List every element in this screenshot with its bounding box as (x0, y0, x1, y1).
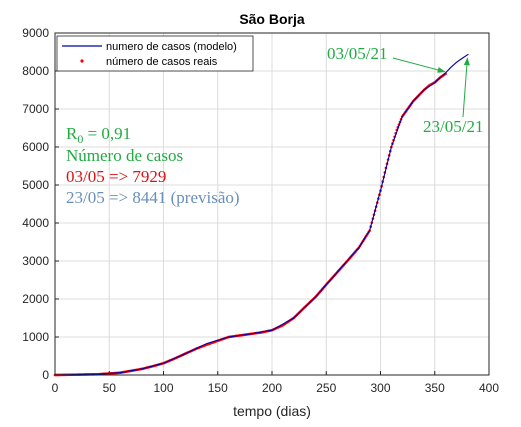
r0-symbol: R (66, 124, 78, 143)
x-tick-label: 0 (52, 381, 59, 395)
legend-label-real: número de casos reais (106, 56, 218, 68)
legend-box (56, 35, 254, 72)
x-axis-label: tempo (dias) (233, 403, 311, 419)
annotation-arrow-2305 (462, 57, 470, 118)
r0-subscript: 0 (77, 132, 83, 146)
x-tick-label: 300 (370, 381, 390, 395)
y-tick-label: 3000 (22, 254, 49, 268)
legend-label-model: numero de casos (modelo) (106, 41, 237, 53)
forecast-cases-line: 23/05 => 8441 (previsão) (66, 188, 240, 207)
chart-title: São Borja (239, 11, 305, 27)
x-tick-label: 250 (316, 381, 336, 395)
annotations: 03/05/21 23/05/21 (327, 44, 483, 136)
axis-ticks: 0 50 100 150 200 250 300 350 4000100020003000400… (22, 26, 499, 395)
actual-cases-line: 03/05 => 7929 (66, 167, 166, 186)
x-tick-label: 350 (425, 381, 445, 395)
legend-swatch-real (80, 59, 84, 63)
y-tick-label: 8000 (22, 64, 49, 78)
x-tick-label: 400 (479, 381, 499, 395)
y-tick-label: 1000 (22, 330, 49, 344)
series-layer (53, 53, 469, 377)
r0-line: R0 = 0,91 (66, 124, 131, 146)
legend: numero de casos (modelo) número de casos… (56, 35, 254, 72)
y-tick-label: 5000 (22, 178, 49, 192)
x-tick-label: 150 (208, 381, 228, 395)
x-tick-label: 200 (262, 381, 282, 395)
y-tick-label: 4000 (22, 216, 49, 230)
y-tick-label: 0 (42, 368, 49, 382)
y-tick-label: 2000 (22, 292, 49, 306)
annotation-arrow-0305 (392, 57, 446, 73)
annotation-label-2305: 23/05/21 (423, 117, 483, 136)
model-line (54, 53, 469, 376)
y-tick-label: 9000 (22, 26, 49, 40)
annotation-label-0305: 03/05/21 (327, 44, 387, 63)
cases-label: Número de casos (66, 146, 183, 165)
x-tick-label: 100 (153, 381, 173, 395)
x-tick-label: 50 (103, 381, 117, 395)
y-tick-label: 6000 (22, 140, 49, 154)
info-box: R0 = 0,91 Número de casos 03/05 => 7929 … (66, 124, 240, 207)
r0-value: = 0,91 (83, 124, 131, 143)
y-tick-label: 7000 (22, 102, 49, 116)
